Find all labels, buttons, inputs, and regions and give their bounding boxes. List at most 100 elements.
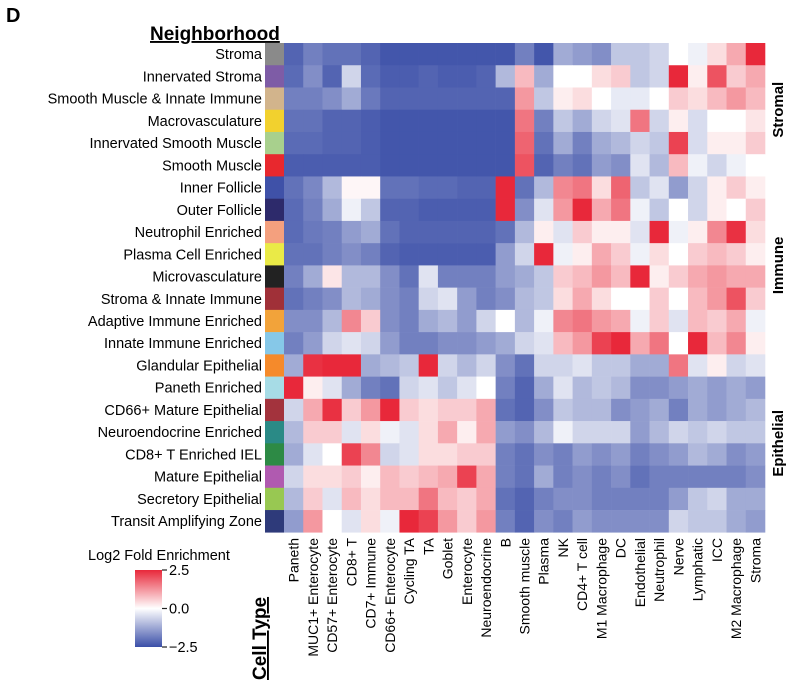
heatmap-cell — [668, 87, 689, 111]
heatmap-cell — [572, 176, 593, 199]
heatmap-cell — [476, 131, 496, 155]
heatmap-cell — [726, 421, 747, 444]
heatmap-cell — [668, 265, 689, 288]
heatmap-cell — [707, 87, 727, 111]
heatmap-cell — [514, 131, 535, 155]
heatmap-cell — [303, 65, 323, 88]
heatmap-cell — [457, 65, 477, 88]
heatmap-cell — [726, 487, 747, 511]
heatmap-cell — [553, 131, 573, 155]
heatmap-cell — [668, 131, 689, 155]
heatmap-cell — [284, 87, 304, 111]
heatmap-cell — [514, 243, 535, 266]
heatmap-cell — [707, 465, 727, 489]
heatmap-cell — [514, 287, 535, 311]
heatmap-cell — [284, 332, 304, 355]
heatmap-cell — [380, 131, 400, 155]
heatmap-cell — [630, 220, 650, 244]
heatmap-cell — [399, 154, 419, 177]
heatmap-cell — [591, 87, 612, 111]
heatmap-cell — [476, 332, 496, 355]
heatmap-cell — [591, 465, 612, 489]
panel-label: D — [6, 5, 20, 27]
heatmap-cell — [534, 87, 554, 111]
heatmap-cell — [611, 176, 631, 199]
heatmap-cell — [399, 421, 419, 444]
heatmap-cell — [457, 376, 477, 400]
heatmap-cell — [572, 109, 593, 133]
heatmap-cell — [341, 65, 362, 88]
heatmap-cell — [360, 421, 381, 444]
heatmap-cell — [495, 220, 516, 244]
heatmap-cell — [745, 354, 766, 377]
column-label: M1 Macrophage — [593, 538, 609, 639]
heatmap-cell — [495, 287, 516, 311]
heatmap-cell — [476, 243, 496, 266]
heatmap-cell — [437, 198, 458, 222]
row-color-swatch — [265, 332, 284, 355]
heatmap-cell — [303, 487, 323, 511]
heatmap-cell — [303, 332, 323, 355]
heatmap-cell — [322, 43, 343, 66]
row-color-swatch — [265, 131, 284, 155]
heatmap-cell — [418, 398, 439, 422]
heatmap-cell — [437, 332, 458, 355]
heatmap-cell — [476, 65, 496, 88]
heatmap-cell — [360, 487, 381, 511]
row-label: Neutrophil Enriched — [135, 225, 262, 241]
heatmap-cell — [476, 354, 496, 377]
heatmap-cell — [688, 332, 708, 355]
column-label: M2 Macrophage — [728, 538, 744, 639]
heatmap-cell — [630, 109, 650, 133]
row-label: Neuroendocrine Enriched — [98, 425, 262, 441]
heatmap-cell — [284, 510, 304, 533]
heatmap-cell — [418, 287, 439, 311]
heatmap-cell — [284, 243, 304, 266]
heatmap-cell — [572, 198, 593, 222]
heatmap-cell — [630, 43, 650, 66]
heatmap-cell — [476, 265, 496, 288]
heatmap-cell — [630, 510, 650, 533]
heatmap-cell — [649, 131, 670, 155]
heatmap-cell — [630, 131, 650, 155]
heatmap-cell — [418, 443, 439, 466]
heatmap-cell — [303, 198, 323, 222]
heatmap-cell — [745, 65, 766, 88]
heatmap-cell — [688, 487, 708, 511]
heatmap-cell — [303, 465, 323, 489]
heatmap-cell — [745, 332, 766, 355]
heatmap-cell — [611, 265, 631, 288]
heatmap-cell — [707, 398, 727, 422]
heatmap-cell — [553, 354, 573, 377]
row-color-swatch — [265, 287, 284, 311]
heatmap-cell — [284, 487, 304, 511]
heatmap-cell — [572, 465, 593, 489]
heatmap-cell — [688, 65, 708, 88]
column-label: CD4+ T cell — [574, 538, 590, 611]
column-label: DC — [613, 538, 629, 558]
heatmap-cell — [688, 43, 708, 66]
heatmap-cell — [553, 510, 573, 533]
row-color-swatch — [265, 109, 284, 133]
colorbar-tick-label: 0.0 — [169, 602, 189, 618]
heatmap-cell — [418, 220, 439, 244]
heatmap-cell — [514, 87, 535, 111]
heatmap-cell — [534, 265, 554, 288]
heatmap-cell — [630, 443, 650, 466]
heatmap-cell — [611, 287, 631, 311]
heatmap-cell — [726, 131, 747, 155]
heatmap-cell — [341, 43, 362, 66]
row-color-swatch — [265, 65, 284, 88]
heatmap-cell — [284, 265, 304, 288]
heatmap-cell — [380, 465, 400, 489]
row-label: Smooth Muscle — [162, 158, 262, 174]
heatmap-cell — [630, 198, 650, 222]
heatmap-cell — [399, 398, 419, 422]
heatmap-cell — [553, 443, 573, 466]
heatmap-cell — [360, 354, 381, 377]
heatmap-cell — [726, 398, 747, 422]
heatmap-cell — [514, 421, 535, 444]
heatmap-cell — [591, 176, 612, 199]
heatmap-cell — [649, 287, 670, 311]
heatmap-cell — [514, 43, 535, 66]
